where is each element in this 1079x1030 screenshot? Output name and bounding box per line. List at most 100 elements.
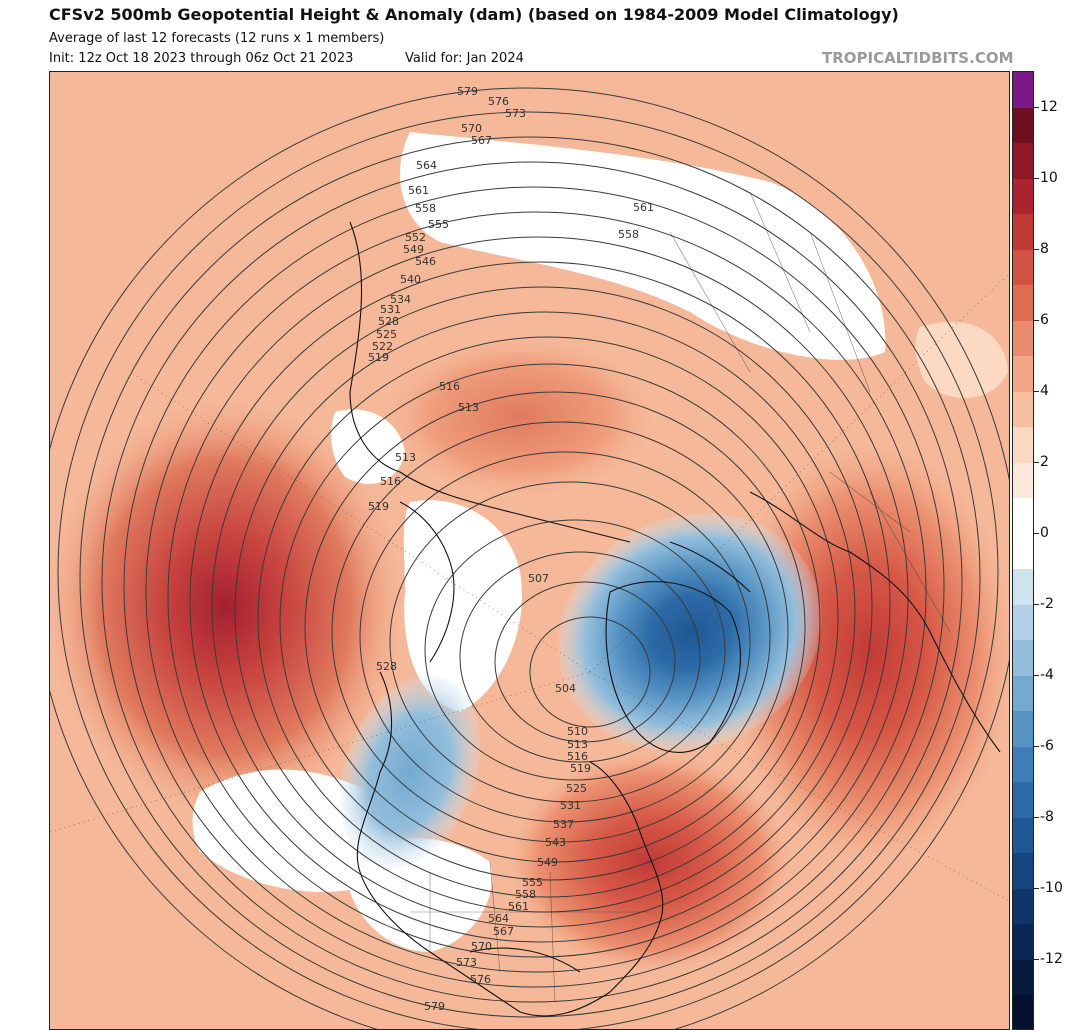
contour-label: 555 [522,876,543,889]
contour-label: 570 [461,122,482,135]
contour-label: 555 [428,218,449,231]
contour-label: 567 [493,925,514,938]
contour-label: 579 [457,85,478,98]
contour-label: 531 [380,303,401,316]
contour-label: 546 [415,255,436,268]
colorbar-label: 2 [1040,453,1049,470]
brand-watermark: TROPICALTIDBITS.COM [822,49,1014,67]
colorbar-tick [1034,177,1039,179]
contour-label: 579 [424,1000,445,1013]
colorbar-segment [1013,285,1033,322]
colorbar-segment [1013,817,1033,855]
colorbar-segment [1013,214,1033,251]
colorbar-segment [1013,675,1033,713]
colorbar-segment [1013,72,1033,109]
colorbar-label: 12 [1040,98,1058,115]
colorbar-tick [1034,461,1039,463]
contour-label: 552 [405,231,426,244]
colorbar-label: -8 [1040,808,1054,825]
colorbar-tick [1034,319,1039,321]
colorbar-tick [1034,248,1039,250]
contour-label: 519 [368,500,389,513]
colorbar-label: 10 [1040,169,1058,186]
colorbar-segment [1013,959,1033,997]
contour-label: 558 [515,888,536,901]
colorbar-segment [1013,853,1033,890]
colorbar-segment [1013,533,1033,571]
europe-warm-anomaly [725,442,1009,862]
west-canada-cold-anomaly [339,675,481,869]
colorbar-tick [1034,674,1039,676]
colorbar-label: -4 [1040,666,1054,683]
colorbar-segment [1013,888,1033,926]
colorbar-tick [1034,532,1039,534]
colorbar-tick [1034,958,1039,960]
init-time: Init: 12z Oct 18 2023 through 06z Oct 21… [49,51,354,66]
colorbar-tick [1034,603,1039,605]
contour-label: 519 [368,351,389,364]
greenland-cold-anomaly [558,513,822,751]
contour-label: 576 [470,973,491,986]
colorbar-label: 6 [1040,311,1049,328]
contour-label: 561 [508,900,529,913]
colorbar-label: -2 [1040,595,1054,612]
contour-label: 573 [456,956,477,969]
contour-label: 564 [416,159,437,172]
contour-label: 558 [618,228,639,241]
contour-label: 519 [570,762,591,775]
colorbar-segment [1013,569,1033,606]
map-subtitle: Average of last 12 forecasts (12 runs x … [49,31,385,46]
colorbar-label: 8 [1040,240,1049,257]
map-canvas: 579 576 573 570 567 564 561 558 555 552 … [50,72,1009,1029]
contour-label: 516 [439,380,460,393]
contour-label: 510 [567,725,588,738]
contour-label: 534 [390,293,411,306]
colorbar-segment [1013,782,1033,819]
contour-label: 513 [567,738,588,751]
colorbar-segment [1013,320,1033,358]
contour-label: 522 [372,340,393,353]
contour-label: 561 [633,201,654,214]
siberia-warm-anomaly [370,327,670,507]
colorbar-segment [1013,746,1033,784]
anomaly-colorbar [1012,71,1034,1030]
contour-label: 525 [376,328,397,341]
coastlines [349,221,1001,1017]
contour-label: 513 [458,401,479,414]
contour-label: 507 [528,572,549,585]
colorbar-tick [1034,816,1039,818]
contour-label: 570 [471,940,492,953]
colorbar-segment [1013,249,1033,287]
contour-label: 549 [537,856,558,869]
height-contours [50,87,1009,1029]
contour-label: 525 [566,782,587,795]
contour-label: 576 [488,95,509,108]
colorbar-label: 0 [1040,524,1049,541]
contour-label: 531 [560,799,581,812]
graticule [50,273,1009,902]
anomaly-map: 579 576 573 570 567 564 561 558 555 552 … [49,71,1010,1030]
colorbar-segment [1013,604,1033,642]
contour-label: 537 [553,818,574,831]
colorbar-label: 4 [1040,382,1049,399]
contour-labels: 579 576 573 570 567 564 561 558 555 552 … [368,85,654,1013]
contour-label: 504 [555,682,576,695]
colorbar-label: -10 [1040,879,1063,896]
contour-label: 564 [488,912,509,925]
contour-label: 516 [380,475,401,488]
contour-label: 516 [567,750,588,763]
political-borders [410,191,951,1003]
colorbar-segment [1013,427,1033,464]
neutral-zone-alaska [403,500,522,712]
colorbar-segment [1013,924,1033,961]
colorbar-label: -12 [1040,950,1063,967]
aleutian-warm-anomaly [50,397,405,817]
colorbar-segment [1013,356,1033,393]
contour-label: 561 [408,184,429,197]
colorbar-segment [1013,143,1033,180]
colorbar-segment [1013,498,1033,535]
contour-label: 540 [400,273,421,286]
colorbar-tick [1034,390,1039,392]
colorbar-segment [1013,711,1033,748]
colorbar-tick [1034,887,1039,889]
